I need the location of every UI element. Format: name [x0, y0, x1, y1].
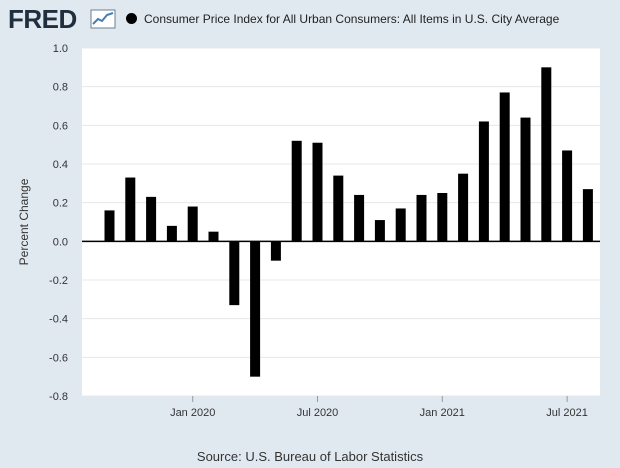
- bar: [270, 241, 281, 261]
- bar: [104, 210, 115, 242]
- y-tick-label: -0.4: [49, 314, 68, 326]
- bar: [437, 193, 448, 242]
- y-tick-label: 1.0: [53, 43, 68, 55]
- fred-logo[interactable]: FRED: [8, 4, 77, 34]
- bar: [499, 92, 510, 242]
- bar: [333, 175, 344, 242]
- bar: [229, 241, 240, 306]
- legend-marker: [126, 13, 137, 24]
- bar: [478, 121, 489, 242]
- bar: [187, 206, 198, 242]
- bar: [541, 67, 552, 242]
- bar: [250, 241, 261, 377]
- bar: [291, 140, 302, 242]
- bar: [354, 194, 365, 242]
- y-tick-label: 0.4: [53, 159, 68, 171]
- x-tick-label: Jan 2020: [170, 407, 215, 419]
- bar: [520, 117, 531, 242]
- x-tick-label: Jan 2021: [420, 407, 465, 419]
- bar: [582, 189, 593, 242]
- chart-header: FRED Consumer Price Index for All Urban …: [8, 6, 612, 32]
- bar: [416, 194, 427, 242]
- legend-label: Consumer Price Index for All Urban Consu…: [144, 12, 560, 26]
- legend: Consumer Price Index for All Urban Consu…: [126, 12, 559, 26]
- y-tick-label: -0.2: [49, 275, 68, 287]
- bar: [395, 208, 406, 242]
- source-note: Source: U.S. Bureau of Labor Statistics: [196, 449, 424, 464]
- y-tick-label: 0.0: [53, 236, 68, 248]
- bar: [166, 225, 177, 242]
- bar: [312, 142, 323, 242]
- y-tick-label: 0.6: [53, 120, 68, 132]
- fred-graph-icon: [90, 9, 116, 29]
- bar: [374, 220, 385, 242]
- bar: [208, 231, 219, 242]
- bar: [458, 173, 469, 242]
- y-tick-label: 0.2: [53, 198, 68, 210]
- y-tick-label: -0.6: [49, 352, 68, 364]
- bar: [562, 150, 573, 242]
- bar: [125, 177, 136, 242]
- bar: [146, 196, 157, 242]
- y-tick-label: -0.8: [49, 391, 68, 403]
- x-tick-label: Jul 2021: [546, 407, 588, 419]
- x-tick-label: Jul 2020: [297, 407, 339, 419]
- y-tick-label: 0.8: [53, 82, 68, 94]
- y-axis-label: Percent Change: [17, 178, 31, 265]
